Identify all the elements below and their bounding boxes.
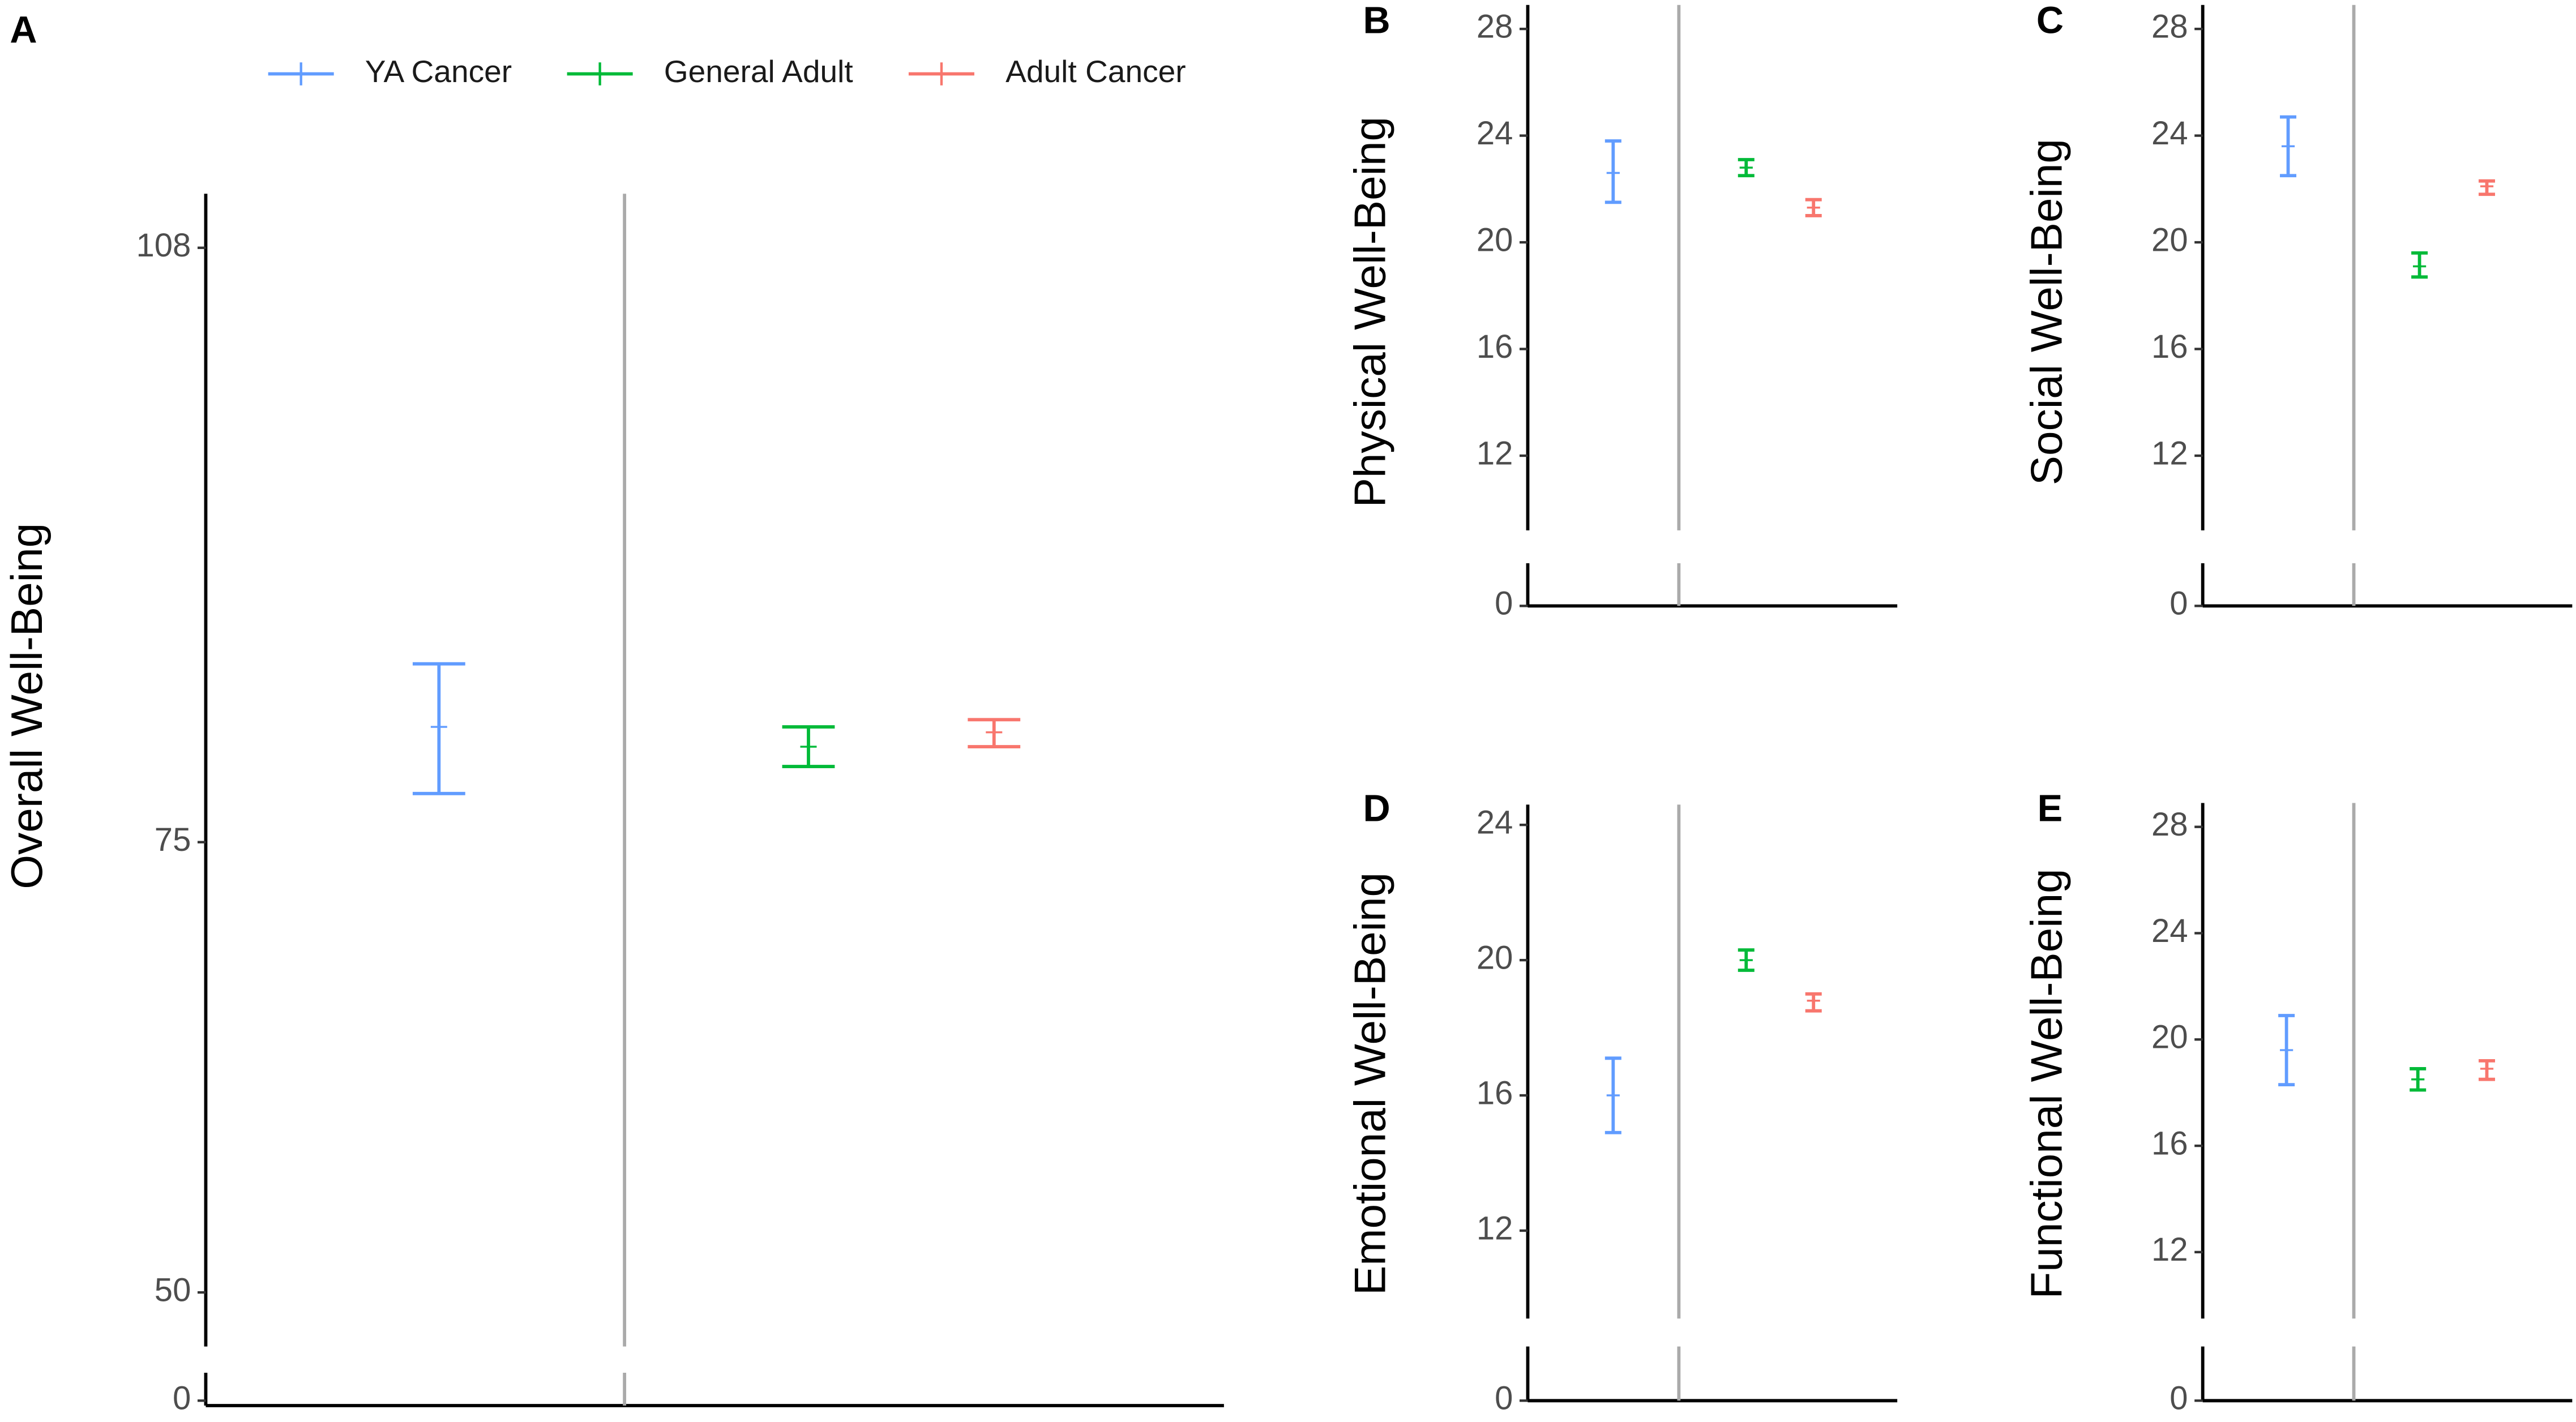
y-tick-label: 12: [2151, 1231, 2188, 1268]
y-tick-label: 12: [1477, 1210, 1513, 1247]
y-tick-label: 0: [2170, 1380, 2188, 1417]
y-tick-label: 24: [1477, 804, 1513, 841]
y-tick-label: 0: [1495, 1380, 1513, 1417]
y-tick-label: 28: [1477, 8, 1513, 45]
y-tick-label: 28: [2151, 806, 2188, 843]
y-tick-label: 16: [1477, 1074, 1513, 1111]
y-tick-label: 16: [2151, 328, 2188, 365]
panel-label: A: [10, 10, 37, 52]
y-tick-label: 16: [2151, 1125, 2188, 1162]
y-tick-label: 108: [136, 227, 191, 264]
y-tick-label: 50: [155, 1271, 191, 1308]
y-tick-label: 24: [1477, 115, 1513, 152]
y-tick-label: 0: [2170, 585, 2188, 622]
y-tick-label: 24: [2151, 913, 2188, 949]
y-axis-title: Emotional Well-Being: [1345, 872, 1395, 1295]
y-axis-title: Overall Well-Being: [2, 523, 52, 889]
panel-label: C: [2036, 0, 2064, 41]
y-tick-label: 20: [2151, 221, 2188, 258]
y-tick-label: 0: [173, 1380, 191, 1417]
y-tick-label: 12: [2151, 435, 2188, 472]
y-tick-label: 12: [1477, 435, 1513, 472]
legend-label: Adult Cancer: [1005, 54, 1186, 89]
y-tick-label: 75: [155, 821, 191, 858]
y-tick-label: 20: [2151, 1019, 2188, 1056]
y-tick-label: 0: [1495, 585, 1513, 622]
panel-label: E: [2038, 788, 2063, 830]
panel-label: D: [1363, 788, 1390, 830]
y-axis-title: Social Well-Being: [2022, 139, 2072, 485]
y-tick-label: 16: [1477, 328, 1513, 365]
y-axis-title: Functional Well-Being: [2022, 868, 2072, 1299]
y-tick-label: 28: [2151, 8, 2188, 45]
y-tick-label: 20: [1477, 939, 1513, 976]
y-axis-title: Physical Well-Being: [1345, 117, 1395, 507]
y-tick-label: 24: [2151, 115, 2188, 152]
y-tick-label: 20: [1477, 221, 1513, 258]
legend-label: General Adult: [664, 54, 853, 89]
panel-label: B: [1363, 0, 1390, 41]
legend-label: YA Cancer: [365, 54, 512, 89]
